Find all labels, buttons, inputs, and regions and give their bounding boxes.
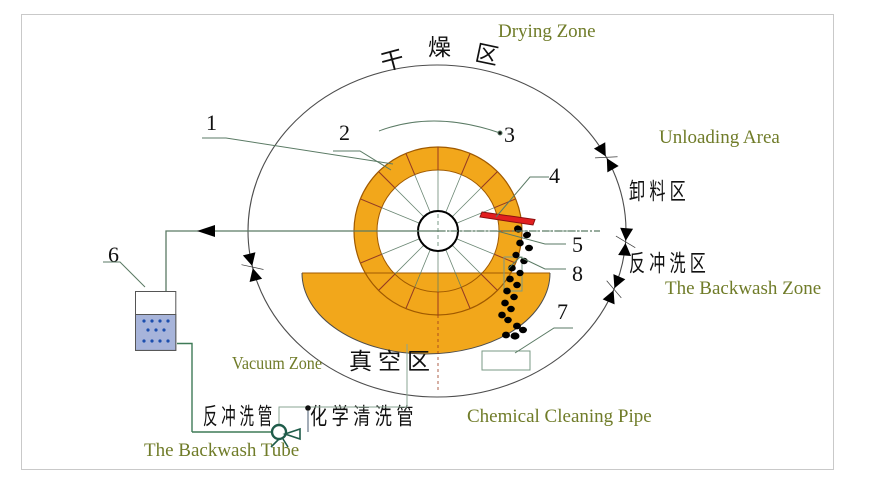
svg-text:7: 7 [557, 299, 568, 324]
svg-text:Drying Zone: Drying Zone [498, 21, 596, 42]
svg-text:区: 区 [473, 40, 507, 70]
svg-text:Unloading Area: Unloading Area [659, 127, 780, 148]
svg-text:化学清洗管: 化学清洗管 [310, 404, 418, 429]
svg-text:干: 干 [378, 44, 412, 76]
svg-text:8: 8 [572, 261, 583, 286]
svg-text:反冲洗管: 反冲洗管 [203, 404, 276, 429]
svg-text:卸料区: 卸料区 [629, 179, 690, 204]
svg-text:4: 4 [549, 163, 560, 188]
svg-text:2: 2 [339, 120, 350, 145]
svg-text:The Backwash Zone: The Backwash Zone [665, 278, 821, 299]
svg-text:1: 1 [206, 110, 217, 135]
svg-text:Chemical Cleaning Pipe: Chemical Cleaning Pipe [467, 406, 652, 427]
svg-text:Vacuum Zone: Vacuum Zone [232, 353, 322, 373]
svg-text:真空区: 真空区 [349, 349, 436, 374]
svg-text:6: 6 [108, 242, 119, 267]
svg-text:5: 5 [572, 232, 583, 257]
svg-text:燥: 燥 [428, 35, 457, 60]
svg-text:反冲洗区: 反冲洗区 [629, 251, 710, 276]
svg-text:3: 3 [504, 122, 515, 147]
